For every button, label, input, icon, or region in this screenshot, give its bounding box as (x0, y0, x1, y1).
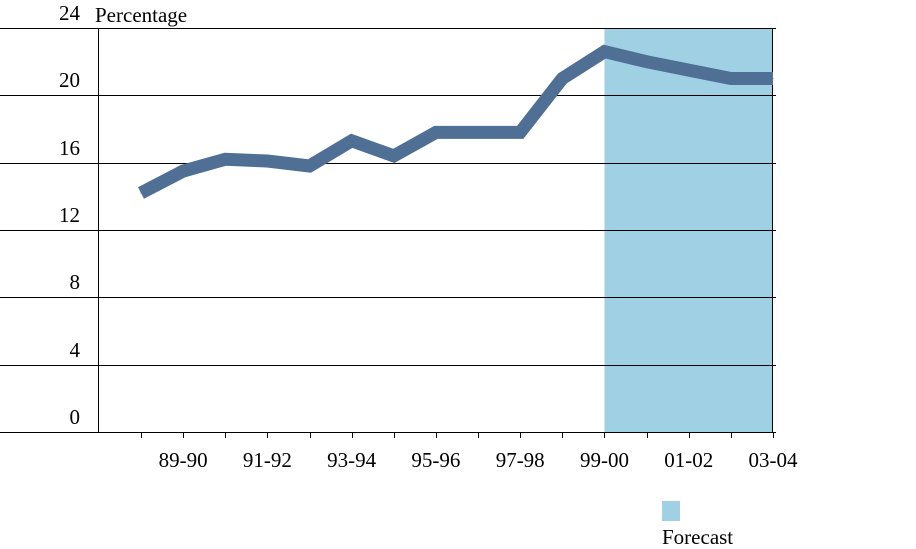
y-tick-label-20: 20 (59, 68, 80, 92)
series-point-96-97 (477, 131, 479, 133)
gridlines (0, 28, 776, 433)
x-tick-label-97-98: 97-98 (496, 448, 545, 472)
series-point-97-98 (519, 131, 521, 133)
x-tick-label-99-00: 99-00 (580, 448, 629, 472)
series-point-99-00 (604, 51, 605, 53)
y-tick-label-4: 4 (70, 338, 81, 362)
series-point-00-01 (646, 61, 648, 63)
y-tick-label-24: 24 (59, 1, 81, 25)
series-point-94-95 (393, 155, 395, 157)
series-point-02-03 (730, 78, 732, 79)
y-tick-label-8: 8 (70, 270, 81, 294)
x-ticks: 89-90 91-92 93-94 95-96 97-98 99-00 01-02 03-04 (141, 432, 798, 472)
y-tick-label-12: 12 (59, 203, 80, 227)
y-tick-label-0: 0 (70, 405, 81, 429)
series-point-91-92 (266, 160, 268, 162)
series-point-89-90 (182, 170, 184, 172)
legend: Forecast (662, 501, 733, 549)
series-point-01-02 (688, 69, 690, 71)
series-point-03-04 (772, 78, 774, 79)
y-tick-label-16: 16 (59, 136, 80, 160)
x-tick-label-89-90: 89-90 (159, 448, 208, 472)
series-point-92-93 (309, 165, 310, 167)
data-series (138, 44, 774, 199)
x-tick-label-95-96: 95-96 (411, 448, 460, 472)
series-point-98-99 (561, 78, 563, 79)
y-tick-labels: 0 4 8 12 16 20 24 (59, 1, 81, 429)
x-tick-label-93-94: 93-94 (327, 448, 376, 472)
series-point-90-91 (224, 158, 226, 160)
x-tick-label-01-02: 01-02 (664, 448, 713, 472)
y-axis-label: Percentage (95, 3, 187, 27)
legend-forecast-swatch (662, 501, 680, 521)
x-tick-label-03-04: 03-04 (748, 448, 797, 472)
series-line-0 (138, 44, 773, 199)
series-point-88-89 (140, 192, 142, 194)
series-point-93-94 (351, 140, 353, 142)
legend-forecast-label: Forecast (662, 525, 733, 549)
series-point-95-96 (435, 131, 437, 133)
x-tick-label-91-92: 91-92 (243, 448, 292, 472)
